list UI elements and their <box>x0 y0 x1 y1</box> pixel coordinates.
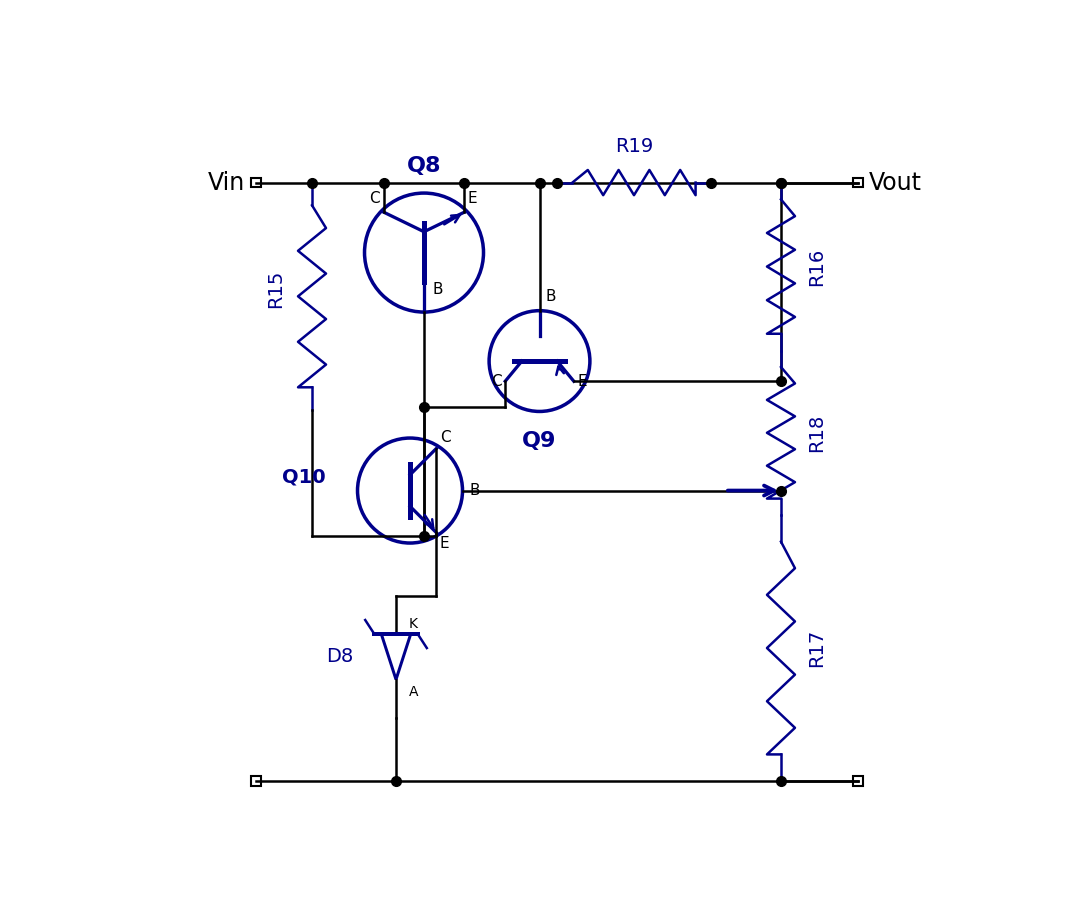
Text: Q10: Q10 <box>282 467 326 486</box>
Text: R17: R17 <box>808 629 826 667</box>
Bar <box>252 776 261 786</box>
Bar <box>853 177 863 187</box>
Text: E: E <box>468 191 477 206</box>
Bar <box>252 177 261 187</box>
Bar <box>853 776 863 786</box>
Text: Q8: Q8 <box>407 155 442 175</box>
Text: Vout: Vout <box>869 171 922 195</box>
Text: C: C <box>369 191 380 206</box>
Text: Vin: Vin <box>207 171 245 195</box>
Text: E: E <box>440 536 449 551</box>
Text: E: E <box>578 374 586 389</box>
Text: B: B <box>470 483 480 498</box>
Text: R19: R19 <box>615 137 653 156</box>
Text: C: C <box>440 430 450 445</box>
Text: R15: R15 <box>267 270 285 308</box>
Text: Q9: Q9 <box>523 431 556 451</box>
Text: B: B <box>545 289 555 304</box>
Text: D8: D8 <box>326 647 353 666</box>
Text: B: B <box>432 283 443 297</box>
Text: C: C <box>491 374 502 389</box>
Text: K: K <box>408 616 418 631</box>
Text: A: A <box>408 685 418 699</box>
Text: R18: R18 <box>808 414 826 452</box>
Text: R16: R16 <box>808 247 826 285</box>
